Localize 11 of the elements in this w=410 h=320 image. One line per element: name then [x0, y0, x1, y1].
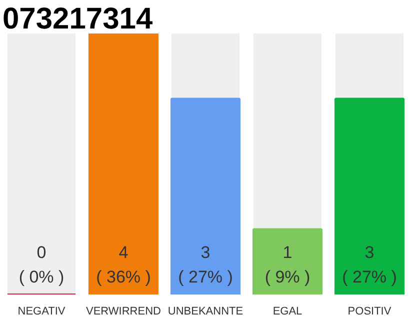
- data-label: 0 ( 0% ): [18, 242, 64, 287]
- data-label: 1 ( 9% ): [264, 242, 310, 287]
- x-tick-label: POSITIV: [348, 306, 392, 318]
- data-label: 3 ( 27% ): [178, 242, 233, 287]
- data-label: 3 ( 27% ): [342, 242, 397, 287]
- chart-title: 073217314: [2, 2, 153, 36]
- x-tick-label: VERWIRREND: [86, 306, 162, 318]
- x-tick-label: EGAL: [272, 306, 302, 318]
- x-tick-label: NEGATIV: [18, 306, 66, 318]
- data-label: 4 ( 36% ): [96, 242, 151, 287]
- x-tick-label: UNBEKANNTE: [168, 306, 244, 318]
